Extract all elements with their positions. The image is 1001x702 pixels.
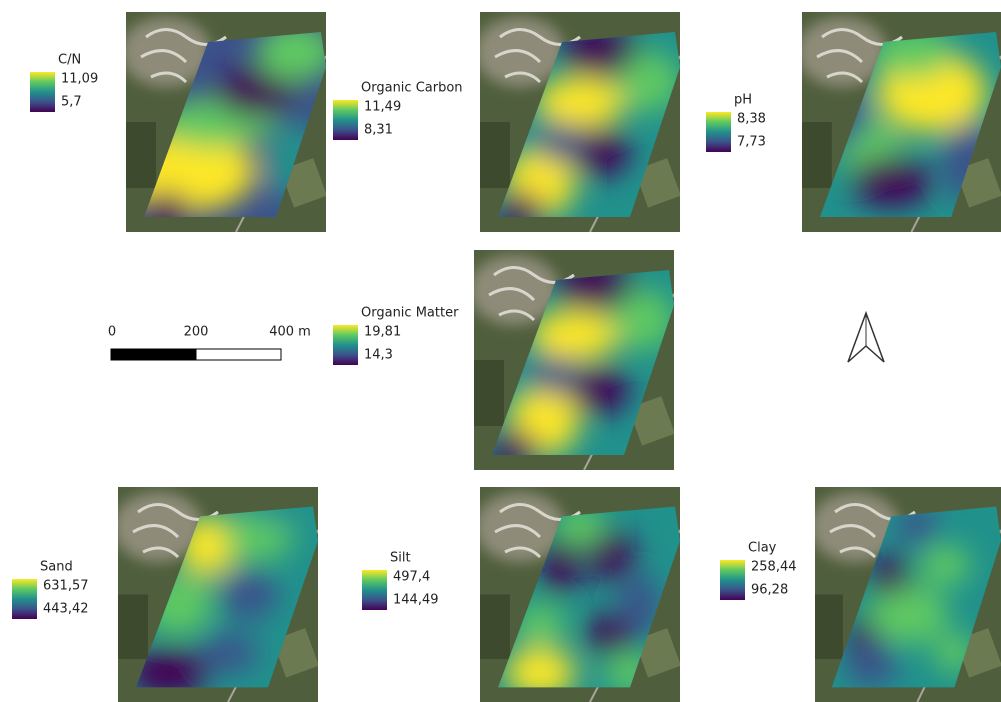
legend-max: 631,57 — [43, 579, 89, 594]
legend: Silt 497,4 144,49 — [362, 551, 439, 611]
legend: Clay 258,44 96,28 — [720, 541, 797, 601]
legend-min: 5,7 — [61, 95, 82, 110]
legend: Organic Carbon 11,49 8,31 — [333, 81, 463, 141]
legend-title: Organic Matter — [361, 306, 459, 321]
legend-title: Sand — [40, 560, 73, 575]
map-panel — [797, 12, 1001, 232]
scale-segment — [111, 349, 196, 360]
legend-min: 443,42 — [43, 602, 89, 617]
scale-label: 0 — [108, 325, 116, 340]
scale-label: 400 m — [269, 325, 311, 340]
legend-min: 14,3 — [364, 348, 393, 363]
legend-min: 7,73 — [737, 135, 766, 150]
color-ramp — [333, 325, 358, 365]
legend-max: 11,09 — [61, 72, 98, 87]
legend-min: 144,49 — [393, 593, 439, 608]
color-ramp — [720, 560, 745, 600]
color-ramp — [12, 579, 37, 619]
map-panel — [113, 487, 319, 702]
legend-max: 8,38 — [737, 112, 766, 127]
color-ramp — [706, 112, 731, 152]
legend-title: Silt — [390, 551, 411, 566]
legend: Organic Matter 19,81 14,3 — [333, 306, 459, 366]
map-panel — [810, 487, 1001, 702]
legend: C/N 11,09 5,7 — [30, 53, 98, 113]
map-panel — [469, 250, 675, 470]
legend-title: Clay — [748, 541, 777, 556]
legend: Sand 631,57 443,42 — [12, 560, 89, 620]
legend-title: C/N — [58, 53, 81, 68]
legend-max: 19,81 — [364, 325, 401, 340]
north-arrow — [848, 313, 884, 362]
scale-segment — [196, 349, 281, 360]
map-panel — [116, 12, 336, 232]
figure: 0 200 400 m C/N 11,09 5,7 Organic Carbon 11,… — [0, 0, 1001, 702]
map-panel — [475, 487, 681, 702]
legend-max: 11,49 — [364, 100, 401, 115]
color-ramp — [30, 72, 55, 112]
legend-title: pH — [734, 93, 752, 108]
legend-title: Organic Carbon — [361, 81, 463, 96]
legend-min: 96,28 — [751, 583, 788, 598]
color-ramp — [333, 100, 358, 140]
scale-bar: 0 200 400 m — [108, 325, 311, 361]
legend-max: 497,4 — [393, 570, 430, 585]
scale-label: 200 — [184, 325, 209, 340]
map-panel — [475, 12, 681, 232]
legend: pH 8,38 7,73 — [706, 93, 766, 153]
legend-min: 8,31 — [364, 123, 393, 138]
legend-max: 258,44 — [751, 560, 797, 575]
color-ramp — [362, 570, 387, 610]
